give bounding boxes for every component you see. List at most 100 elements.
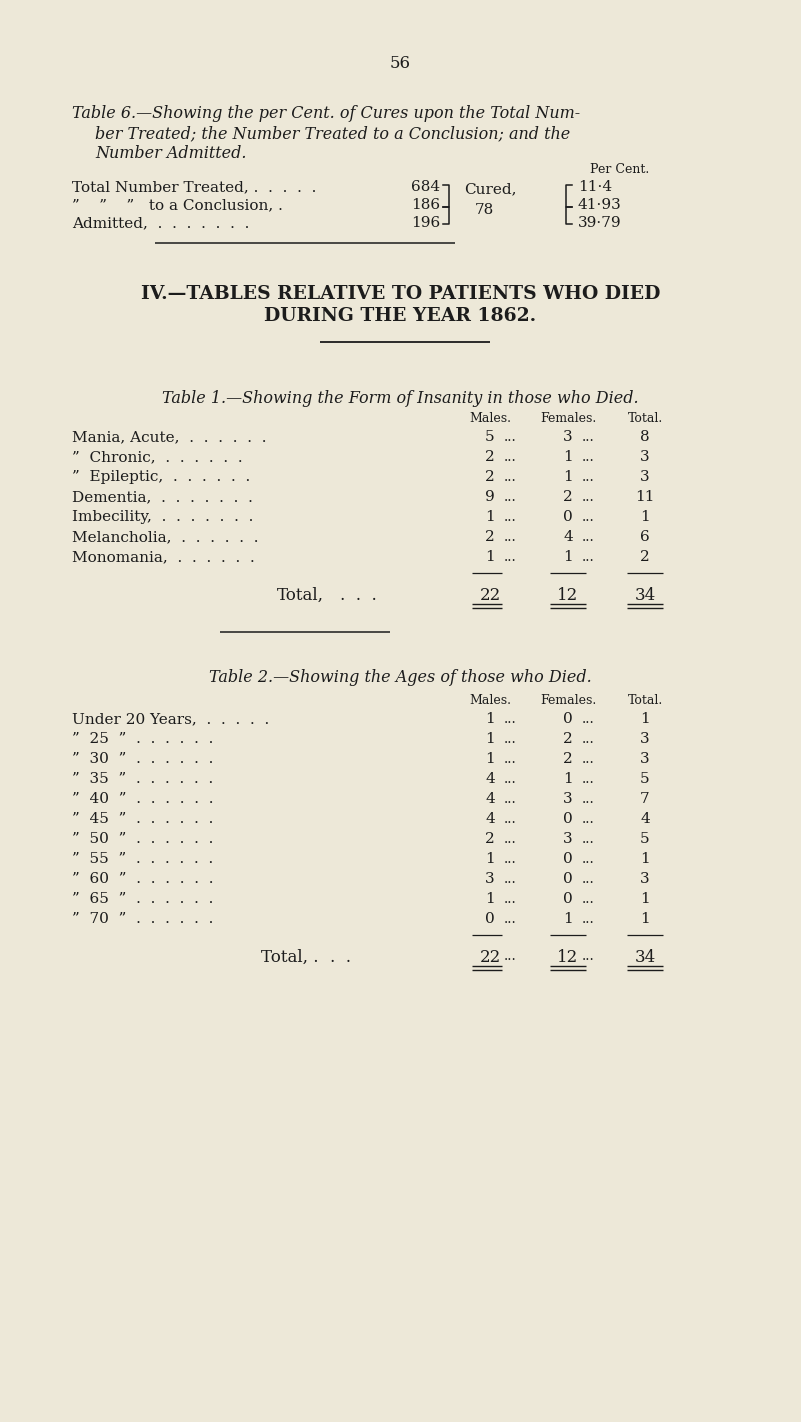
Text: 4: 4 bbox=[485, 792, 495, 806]
Text: 1: 1 bbox=[485, 712, 495, 727]
Text: ...: ... bbox=[504, 792, 517, 806]
Text: ”  30  ”  .  .  .  .  .  .: ” 30 ” . . . . . . bbox=[72, 752, 213, 766]
Text: ”  35  ”  .  .  .  .  .  .: ” 35 ” . . . . . . bbox=[72, 772, 213, 786]
Text: 3: 3 bbox=[563, 832, 573, 846]
Text: ...: ... bbox=[582, 812, 595, 826]
Text: ...: ... bbox=[504, 530, 517, 545]
Text: 2: 2 bbox=[563, 752, 573, 766]
Text: Total.: Total. bbox=[627, 694, 662, 707]
Text: ...: ... bbox=[504, 832, 517, 846]
Text: Dementia,  .  .  .  .  .  .  .: Dementia, . . . . . . . bbox=[72, 491, 253, 503]
Text: 12: 12 bbox=[557, 948, 578, 966]
Text: 3: 3 bbox=[640, 471, 650, 483]
Text: 22: 22 bbox=[479, 948, 501, 966]
Text: 2: 2 bbox=[640, 550, 650, 565]
Text: Total, .: Total, . bbox=[261, 948, 319, 966]
Text: ”  65  ”  .  .  .  .  .  .: ” 65 ” . . . . . . bbox=[72, 892, 213, 906]
Text: ...: ... bbox=[504, 491, 517, 503]
Text: ...: ... bbox=[504, 948, 517, 963]
Text: 1: 1 bbox=[640, 892, 650, 906]
Text: ...: ... bbox=[504, 772, 517, 786]
Text: 0: 0 bbox=[563, 812, 573, 826]
Text: ...: ... bbox=[504, 429, 517, 444]
Text: Females.: Females. bbox=[540, 412, 596, 425]
Text: 39·79: 39·79 bbox=[578, 216, 622, 230]
Text: 1: 1 bbox=[563, 772, 573, 786]
Text: 56: 56 bbox=[390, 55, 411, 73]
Text: ...: ... bbox=[582, 550, 595, 565]
Text: 2: 2 bbox=[485, 832, 495, 846]
Text: Per Cent.: Per Cent. bbox=[590, 164, 650, 176]
Text: ...: ... bbox=[582, 491, 595, 503]
Text: 0: 0 bbox=[563, 892, 573, 906]
Text: ...: ... bbox=[504, 712, 517, 727]
Text: ...: ... bbox=[582, 872, 595, 886]
Text: ...: ... bbox=[504, 872, 517, 886]
Text: Males.: Males. bbox=[469, 694, 511, 707]
Text: ”  Chronic,  .  .  .  .  .  .: ” Chronic, . . . . . . bbox=[72, 449, 243, 464]
Text: ...: ... bbox=[582, 892, 595, 906]
Text: ber Treated; the Number Treated to a Conclusion; and the: ber Treated; the Number Treated to a Con… bbox=[95, 125, 570, 142]
Text: ...: ... bbox=[582, 832, 595, 846]
Text: ...: ... bbox=[582, 471, 595, 483]
Text: ...: ... bbox=[582, 429, 595, 444]
Text: ...: ... bbox=[504, 732, 517, 747]
Text: ”  40  ”  .  .  .  .  .  .: ” 40 ” . . . . . . bbox=[72, 792, 214, 806]
Text: Admitted,  .  .  .  .  .  .  .: Admitted, . . . . . . . bbox=[72, 216, 249, 230]
Text: 1: 1 bbox=[640, 852, 650, 866]
Text: 1: 1 bbox=[485, 510, 495, 523]
Text: .  .: . . bbox=[330, 948, 351, 966]
Text: 196: 196 bbox=[411, 216, 440, 230]
Text: 2: 2 bbox=[563, 491, 573, 503]
Text: Monomania,  .  .  .  .  .  .: Monomania, . . . . . . bbox=[72, 550, 255, 565]
Text: 2: 2 bbox=[563, 732, 573, 747]
Text: 3: 3 bbox=[640, 752, 650, 766]
Text: Females.: Females. bbox=[540, 694, 596, 707]
Text: Total.: Total. bbox=[627, 412, 662, 425]
Text: 684: 684 bbox=[411, 181, 440, 193]
Text: Cured,: Cured, bbox=[464, 182, 517, 196]
Text: ”  70  ”  .  .  .  .  .  .: ” 70 ” . . . . . . bbox=[72, 912, 213, 926]
Text: 1: 1 bbox=[485, 550, 495, 565]
Text: 41·93: 41·93 bbox=[578, 198, 622, 212]
Text: 4: 4 bbox=[485, 772, 495, 786]
Text: 1: 1 bbox=[485, 892, 495, 906]
Text: ...: ... bbox=[504, 812, 517, 826]
Text: ...: ... bbox=[504, 550, 517, 565]
Text: Melancholia,  .  .  .  .  .  .: Melancholia, . . . . . . bbox=[72, 530, 259, 545]
Text: ...: ... bbox=[504, 892, 517, 906]
Text: ...: ... bbox=[582, 912, 595, 926]
Text: 0: 0 bbox=[563, 510, 573, 523]
Text: Males.: Males. bbox=[469, 412, 511, 425]
Text: 1: 1 bbox=[485, 732, 495, 747]
Text: ...: ... bbox=[582, 752, 595, 766]
Text: ...: ... bbox=[504, 471, 517, 483]
Text: 186: 186 bbox=[411, 198, 440, 212]
Text: 3: 3 bbox=[485, 872, 495, 886]
Text: Under 20 Years,  .  .  .  .  .: Under 20 Years, . . . . . bbox=[72, 712, 269, 727]
Text: 0: 0 bbox=[563, 712, 573, 727]
Text: 3: 3 bbox=[640, 732, 650, 747]
Text: 2: 2 bbox=[485, 449, 495, 464]
Text: Table 2.—Showing the Ages of those who Died.: Table 2.—Showing the Ages of those who D… bbox=[209, 668, 592, 685]
Text: 1: 1 bbox=[563, 550, 573, 565]
Text: 3: 3 bbox=[640, 449, 650, 464]
Text: 3: 3 bbox=[563, 792, 573, 806]
Text: ”  60  ”  .  .  .  .  .  .: ” 60 ” . . . . . . bbox=[72, 872, 214, 886]
Text: ”  55  ”  .  .  .  .  .  .: ” 55 ” . . . . . . bbox=[72, 852, 213, 866]
Text: Table 6.—Showing the per Cent. of Cures upon the Total Num-: Table 6.—Showing the per Cent. of Cures … bbox=[72, 105, 580, 122]
Text: 1: 1 bbox=[640, 912, 650, 926]
Text: 78: 78 bbox=[475, 203, 494, 218]
Text: 1: 1 bbox=[485, 852, 495, 866]
Text: 9: 9 bbox=[485, 491, 495, 503]
Text: 1: 1 bbox=[563, 912, 573, 926]
Text: 1: 1 bbox=[485, 752, 495, 766]
Text: 4: 4 bbox=[640, 812, 650, 826]
Text: 3: 3 bbox=[640, 872, 650, 886]
Text: ”  Epileptic,  .  .  .  .  .  .: ” Epileptic, . . . . . . bbox=[72, 471, 250, 483]
Text: 5: 5 bbox=[640, 772, 650, 786]
Text: ”    ”    ”   to a Conclusion, .: ” ” ” to a Conclusion, . bbox=[72, 198, 283, 212]
Text: Total Number Treated, .  .  .  .  .: Total Number Treated, . . . . . bbox=[72, 181, 316, 193]
Text: ...: ... bbox=[582, 530, 595, 545]
Text: 11: 11 bbox=[635, 491, 654, 503]
